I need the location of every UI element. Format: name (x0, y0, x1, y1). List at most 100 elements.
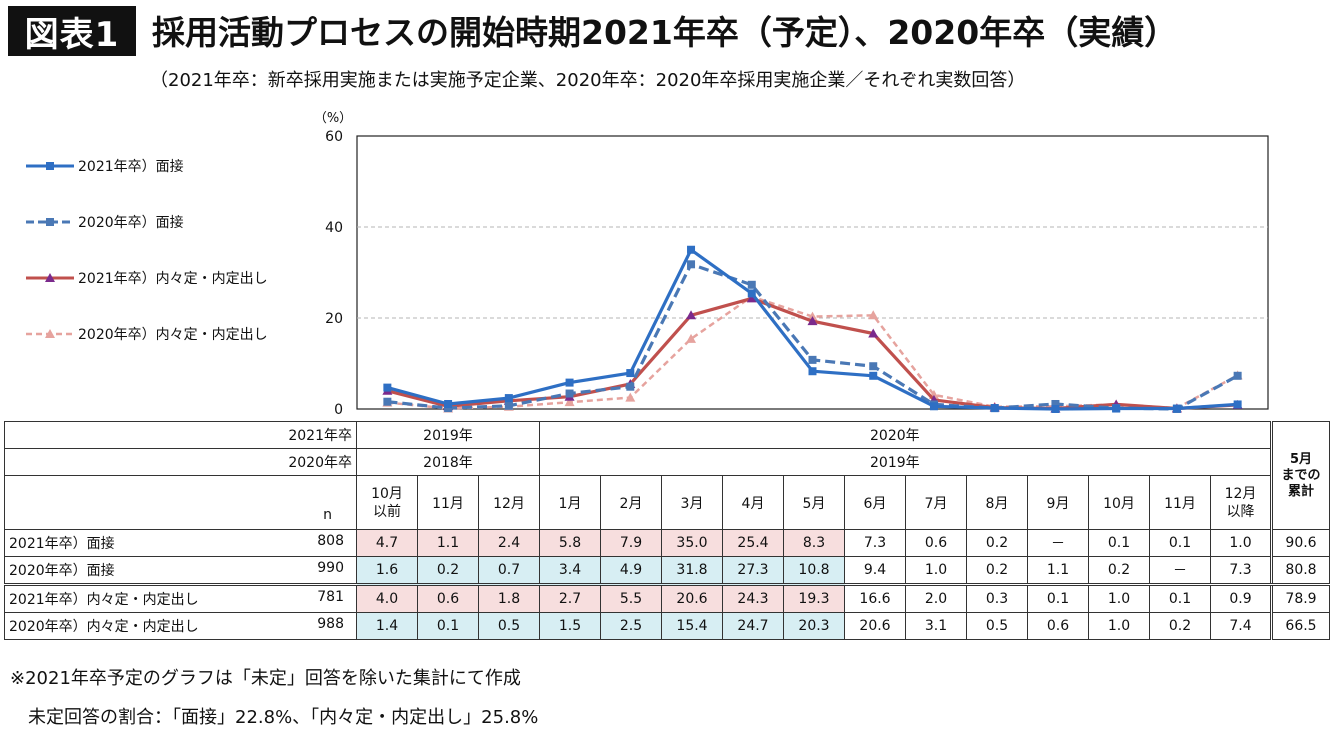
data-point (1172, 404, 1181, 413)
row-label: 2020年卒）内々定・内定出し 988 (4, 612, 357, 640)
table-cell: 0.6 (417, 584, 479, 613)
table-cell: 35.0 (661, 529, 723, 557)
table-cell: 0.3 (966, 584, 1028, 613)
data-point (1051, 399, 1060, 408)
row-label-text: 2021年卒）内々定・内定出し (9, 592, 199, 608)
data-point (808, 367, 817, 376)
table-cell: 0.2 (966, 556, 1028, 586)
table-cell: 0.5 (478, 612, 540, 640)
table-cell: 0.1 (1149, 529, 1211, 557)
legend-swatch (26, 162, 74, 170)
y-axis-label: （%） (314, 111, 352, 126)
y-tick-label: 0 (334, 402, 343, 418)
data-point (626, 382, 635, 391)
table-cell: 5.5 (600, 584, 662, 613)
table-cell: 3.1 (905, 612, 967, 640)
table-cell: 2.4 (478, 529, 540, 557)
table-cell: 3.4 (539, 556, 601, 586)
data-point (686, 310, 697, 320)
table-cell: 1.8 (478, 584, 540, 613)
legend-label: 2020年卒）内々定・内定出し (78, 327, 268, 343)
month-header: 11月 (1149, 475, 1211, 530)
header-year: 2018年 (356, 448, 540, 476)
data-point (1112, 404, 1121, 413)
table-cell: 2.7 (539, 584, 601, 613)
row-label-text: 2020年卒）面接 (9, 563, 115, 579)
row-n: 808 (317, 533, 344, 549)
table-cell: 20.6 (844, 612, 906, 640)
data-point (444, 404, 453, 413)
total-cell: 78.9 (1270, 584, 1330, 613)
table-cell: 1.0 (1088, 612, 1150, 640)
table-header-row-2020: 2020年卒 2018年 2019年 (4, 448, 1330, 476)
table-cell: 0.1 (417, 612, 479, 640)
table-cell: 0.7 (478, 556, 540, 586)
table-cell: 0.2 (417, 556, 479, 586)
table-cell: 7.9 (600, 529, 662, 557)
table-cell: 1.6 (356, 556, 418, 586)
table-cell: 4.0 (356, 584, 418, 613)
data-point (869, 371, 878, 380)
table-cell: 2.0 (905, 584, 967, 613)
table-cell: 0.6 (905, 529, 967, 557)
table-month-row: n 10月 以前 11月 12月 1月 2月 3月 4月 5月 6月 7月 8月… (4, 475, 1330, 530)
table-cell: 1.0 (905, 556, 967, 586)
table-cell: 1.0 (1210, 529, 1272, 557)
month-header: 9月 (1027, 475, 1089, 530)
table-cell: 5.8 (539, 529, 601, 557)
legend-label: 2021年卒）面接 (78, 159, 184, 175)
header-label: 2020年卒 (4, 448, 357, 476)
header-year: 2020年 (539, 421, 1272, 449)
month-header: 12月 以降 (1210, 475, 1272, 530)
header-year: 2019年 (356, 421, 540, 449)
table-cell: 1.1 (417, 529, 479, 557)
data-table: 2021年卒 2019年 2020年 5月 までの 累計 2020年卒 2018… (4, 421, 1330, 640)
data-point (868, 310, 879, 320)
row-n: 988 (317, 616, 344, 632)
row-label: 2020年卒）面接 990 (4, 556, 357, 586)
table-cell: 0.5 (966, 612, 1028, 640)
data-point (807, 311, 818, 321)
total-cell: 80.8 (1270, 556, 1330, 586)
data-point (504, 401, 513, 410)
row-label: 2021年卒）面接 808 (4, 529, 357, 557)
figure-badge: 図表1 (8, 6, 136, 56)
table-cell: 0.6 (1027, 612, 1089, 640)
footnote: ※2021年卒予定のグラフは「未定」回答を除いた集計にて作成 (10, 668, 521, 689)
table-cell: 0.2 (1149, 612, 1211, 640)
table-cell: 9.4 (844, 556, 906, 586)
table-row: 2021年卒）内々定・内定出し 781 4.0 0.6 1.8 2.7 5.5 20.6 24.… (4, 584, 1330, 613)
data-point (747, 289, 756, 298)
table-cell: 1.5 (539, 612, 601, 640)
y-tick-label: 40 (325, 220, 343, 236)
month-header: 10月 以前 (356, 475, 418, 530)
data-point (1051, 405, 1060, 413)
table-row: 2021年卒）面接 808 4.7 1.1 2.4 5.8 7.9 35.0 25.4 8.3 7.… (4, 529, 1330, 557)
data-point (687, 260, 696, 269)
month-header: 2月 (600, 475, 662, 530)
table-cell: 19.3 (783, 584, 845, 613)
total-header: 5月 までの 累計 (1270, 421, 1330, 530)
month-header: 10月 (1088, 475, 1150, 530)
data-point (565, 378, 574, 387)
footnote-ratio: 未定回答の割合：「面接」22.8%、「内々定・内定出し」25.8% (28, 707, 539, 728)
month-header: 7月 (905, 475, 967, 530)
table-cell: 7.4 (1210, 612, 1272, 640)
table-row: 2020年卒）内々定・内定出し 988 1.4 0.1 0.5 1.5 2.5 15.4 24.… (4, 612, 1330, 640)
row-label-text: 2021年卒）面接 (9, 536, 115, 552)
legend-item-2020-offer: 2020年卒）内々定・内定出し (24, 324, 268, 344)
table-cell: 8.3 (783, 529, 845, 557)
table-cell: 7.3 (1210, 556, 1272, 586)
table-cell: 24.7 (722, 612, 784, 640)
data-point (807, 316, 818, 326)
table-cell: 24.3 (722, 584, 784, 613)
legend-swatch (26, 218, 74, 226)
month-header: 4月 (722, 475, 784, 530)
table-cell: 1.1 (1027, 556, 1089, 586)
table-cell: － (1027, 529, 1089, 557)
total-cell: 66.5 (1270, 612, 1330, 640)
row-n: 990 (317, 560, 344, 576)
table-cell: 15.4 (661, 612, 723, 640)
table-cell: 4.9 (600, 556, 662, 586)
table-cell: 0.1 (1088, 529, 1150, 557)
